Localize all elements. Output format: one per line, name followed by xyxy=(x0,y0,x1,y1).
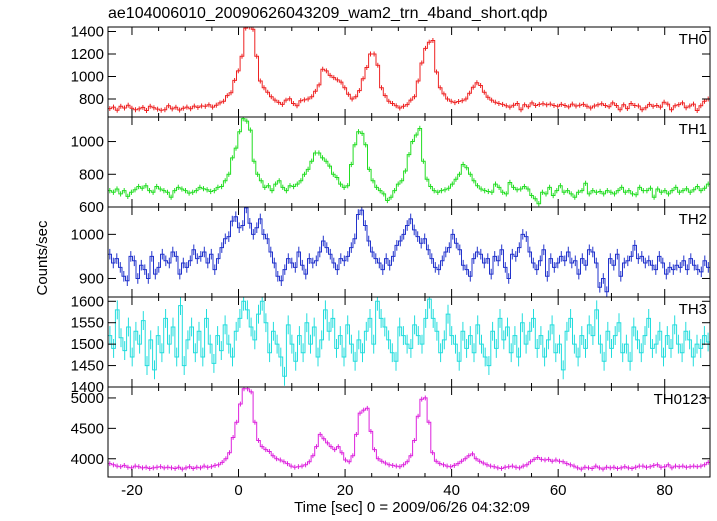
y-tick-label: 1400 xyxy=(71,24,104,41)
y-tick-label: 1450 xyxy=(71,358,104,375)
y-tick-label: 1000 xyxy=(71,134,104,151)
series-line-th0123 xyxy=(108,388,710,470)
panel-label: TH2 xyxy=(679,211,707,228)
y-tick-label: 1550 xyxy=(71,315,104,332)
y-tick-label: 4000 xyxy=(71,451,104,468)
y-tick-label: 1500 xyxy=(71,336,104,353)
panel-th2: 900 1000 TH2 xyxy=(71,206,711,298)
x-tick-label: 40 xyxy=(443,482,460,499)
panel-th3: 1400 1450 1500 1550 1600 TH3 xyxy=(71,293,711,396)
x-axis-label: Time [sec] 0 = 2009/06/26 04:32:09 xyxy=(294,499,530,516)
series-line-th2 xyxy=(108,207,710,293)
y-axis-label: Counts/sec xyxy=(34,220,51,296)
panel-label: TH3 xyxy=(679,301,707,318)
panel-label: TH0 xyxy=(679,31,707,48)
x-tick-label: -20 xyxy=(121,482,143,499)
chart-title: ae104006010_20090626043209_wam2_trn_4ban… xyxy=(108,5,548,22)
x-tick-label: 20 xyxy=(337,482,354,499)
panel-th0123: 4000 4500 5000 TH0123 xyxy=(71,386,711,478)
panel-th1: 600 800 1000 TH1 xyxy=(71,116,711,216)
y-tick-label: 5000 xyxy=(71,390,104,407)
panel-th0: 800 1000 1200 1400 TH0 xyxy=(71,24,711,118)
series-line-th1 xyxy=(108,118,710,205)
x-tick-label: 0 xyxy=(234,482,242,499)
x-tick-label: 60 xyxy=(550,482,567,499)
y-tick-label: 600 xyxy=(79,199,104,216)
panel-label: TH0123 xyxy=(654,391,707,408)
panel-frame xyxy=(107,386,711,478)
y-tick-label: 1400 xyxy=(71,379,104,396)
y-tick-label: 1000 xyxy=(71,226,104,243)
y-tick-label: 1600 xyxy=(71,293,104,310)
y-tick-label: 1200 xyxy=(71,46,104,63)
panel-frame xyxy=(107,116,711,208)
panel-label: TH1 xyxy=(679,121,707,138)
y-tick-label: 800 xyxy=(79,91,104,108)
panel-frame xyxy=(107,296,711,388)
error-bars-th1 xyxy=(109,117,709,207)
y-tick-label: 4500 xyxy=(71,420,104,437)
series-line-th0 xyxy=(108,26,710,111)
x-tick-label: 80 xyxy=(656,482,673,499)
error-bars-th3 xyxy=(109,297,709,386)
series-line-th3 xyxy=(108,298,710,377)
y-tick-label: 900 xyxy=(79,271,104,288)
y-tick-label: 1000 xyxy=(71,69,104,86)
y-tick-label: 800 xyxy=(79,166,104,183)
